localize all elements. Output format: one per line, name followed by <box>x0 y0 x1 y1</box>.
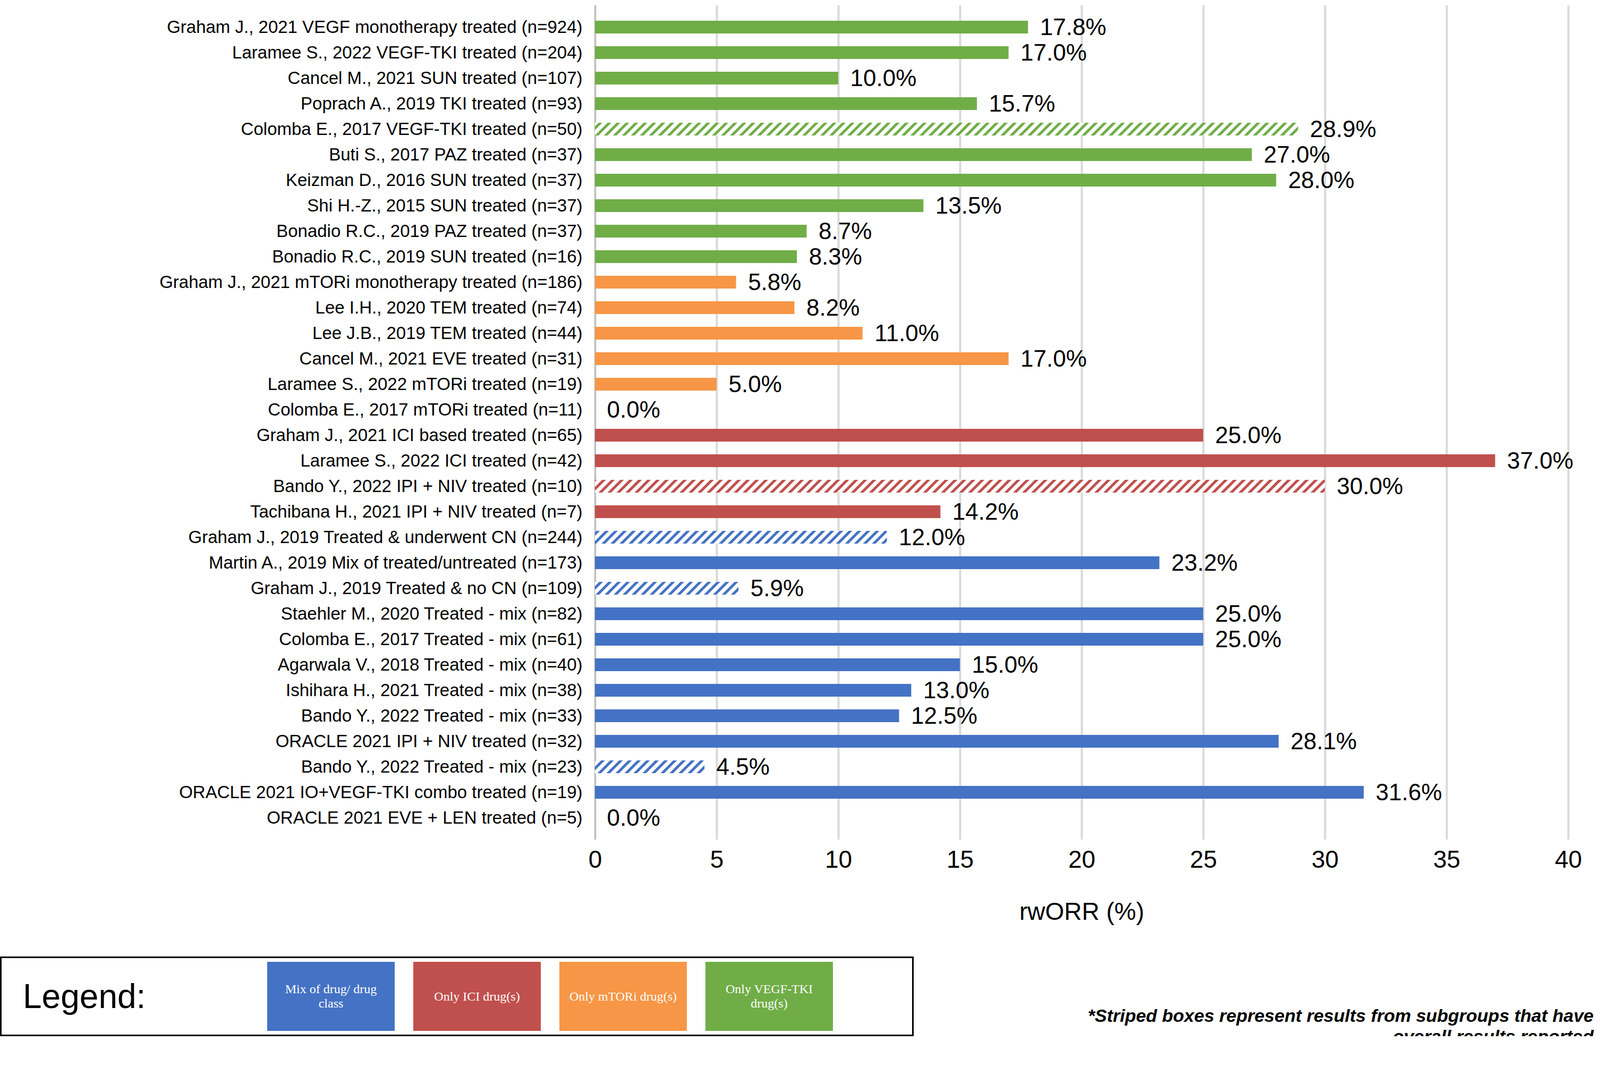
svg-text:4.5%: 4.5% <box>716 753 770 780</box>
svg-text:5.0%: 5.0% <box>728 370 782 397</box>
svg-text:rwORR (%): rwORR (%) <box>1019 897 1145 925</box>
svg-text:5: 5 <box>710 845 725 873</box>
svg-text:8.3%: 8.3% <box>809 243 863 270</box>
svg-text:23.2%: 23.2% <box>1171 549 1238 576</box>
svg-text:30.0%: 30.0% <box>1337 472 1404 499</box>
svg-text:Bonadio R.C., 2019 PAZ treated: Bonadio R.C., 2019 PAZ treated (n=37) <box>276 220 583 241</box>
svg-text:10.0%: 10.0% <box>850 64 917 91</box>
svg-text:10: 10 <box>824 845 853 873</box>
svg-text:Colomba E., 2017 Treated - mix: Colomba E., 2017 Treated - mix (n=61) <box>278 628 583 649</box>
svg-text:Colomba E., 2017 mTORi treated: Colomba E., 2017 mTORi treated (n=11) <box>267 399 583 420</box>
svg-text:0.0%: 0.0% <box>607 804 661 831</box>
svg-text:15.0%: 15.0% <box>972 651 1039 678</box>
svg-text:31.6%: 31.6% <box>1375 778 1443 805</box>
svg-text:0: 0 <box>588 845 603 873</box>
svg-text:28.9%: 28.9% <box>1309 115 1377 142</box>
svg-text:Graham J., 2021 ICI based trea: Graham J., 2021 ICI based treated (n=65) <box>256 424 583 445</box>
svg-text:Staehler M., 2020 Treated - mi: Staehler M., 2020 Treated - mix (n=82) <box>281 603 583 624</box>
svg-text:8.2%: 8.2% <box>806 294 860 321</box>
svg-text:Laramee S., 2022 ICI treated (: Laramee S., 2022 ICI treated (n=42) <box>300 450 583 471</box>
svg-text:Tachibana H., 2021 IPI + NIV t: Tachibana H., 2021 IPI + NIV treated (n=… <box>250 501 583 522</box>
html-text:Only mTORi drug(s): Only mTORi drug(s) <box>569 988 677 1003</box>
svg-text:14.2%: 14.2% <box>952 498 1019 525</box>
svg-text:Poprach A., 2019 TKI treated (: Poprach A., 2019 TKI treated (n=93) <box>300 93 583 114</box>
svg-text:Keizman D., 2016 SUN treated (: Keizman D., 2016 SUN treated (n=37) <box>285 169 583 190</box>
svg-text:Graham J., 2019 Treated & unde: Graham J., 2019 Treated & underwent CN (… <box>188 526 583 547</box>
svg-text:25.0%: 25.0% <box>1215 600 1282 627</box>
svg-text:Lee J.B., 2019 TEM treated (n=: Lee J.B., 2019 TEM treated (n=44) <box>312 322 583 343</box>
svg-text:28.0%: 28.0% <box>1288 166 1355 193</box>
svg-text:Graham J., 2021 VEGF monothera: Graham J., 2021 VEGF monotherapy treated… <box>166 16 583 37</box>
svg-text:13.0%: 13.0% <box>923 676 990 703</box>
svg-text:Martin A., 2019 Mix of treated: Martin A., 2019 Mix of treated/untreated… <box>208 552 583 573</box>
svg-text:13.5%: 13.5% <box>935 192 1002 219</box>
svg-text:17.0%: 17.0% <box>1020 39 1087 66</box>
svg-text:5.8%: 5.8% <box>747 268 802 295</box>
svg-text:Laramee S., 2022 VEGF-TKI trea: Laramee S., 2022 VEGF-TKI treated (n=204… <box>232 42 583 63</box>
html-text:*Striped boxes represent resul: *Striped boxes represent results from su… <box>1087 1005 1594 1046</box>
svg-text:Graham J., 2019 Treated & no C: Graham J., 2019 Treated & no CN (n=109) <box>250 577 583 598</box>
svg-text:Cancel M., 2021 SUN treated (n: Cancel M., 2021 SUN treated (n=107) <box>287 67 583 88</box>
svg-text:8.7%: 8.7% <box>818 217 872 244</box>
svg-text:Bando Y., 2022 Treated - mix (: Bando Y., 2022 Treated - mix (n=33) <box>301 705 583 726</box>
svg-text:Laramee S., 2022 mTORi treated: Laramee S., 2022 mTORi treated (n=19) <box>267 373 583 394</box>
svg-text:30: 30 <box>1311 845 1339 873</box>
svg-text:17.8%: 17.8% <box>1040 13 1107 40</box>
svg-text:Colomba E., 2017 VEGF-TKI trea: Colomba E., 2017 VEGF-TKI treated (n=50) <box>241 118 583 139</box>
svg-text:Cancel M., 2021 EVE treated (n: Cancel M., 2021 EVE treated (n=31) <box>299 348 583 369</box>
html-text:Mix of drug/ drug class: Mix of drug/ drug class <box>285 981 377 1010</box>
svg-text:Graham J., 2021 mTORi monother: Graham J., 2021 mTORi monotherapy treate… <box>159 271 583 292</box>
svg-text:25.0%: 25.0% <box>1215 625 1282 652</box>
svg-text:0.0%: 0.0% <box>607 396 661 423</box>
svg-text:28.1%: 28.1% <box>1290 727 1357 754</box>
svg-text:Bonadio R.C., 2019 SUN treated: Bonadio R.C., 2019 SUN treated (n=16) <box>271 246 583 267</box>
svg-text:Lee I.H., 2020 TEM treated (n=: Lee I.H., 2020 TEM treated (n=74) <box>315 297 583 318</box>
svg-text:27.0%: 27.0% <box>1263 141 1331 168</box>
svg-text:ORACLE 2021 IPI + NIV treated: ORACLE 2021 IPI + NIV treated (n=32) <box>275 730 583 751</box>
svg-text:12.0%: 12.0% <box>898 523 966 550</box>
svg-text:12.5%: 12.5% <box>911 702 978 729</box>
svg-text:Ishihara H., 2021 Treated - mi: Ishihara H., 2021 Treated - mix (n=38) <box>285 679 583 700</box>
svg-text:25.0%: 25.0% <box>1215 421 1282 448</box>
svg-text:25: 25 <box>1189 845 1217 873</box>
html-text:Only VEGF-TKI drug(s): Only VEGF-TKI drug(s) <box>725 981 813 1010</box>
svg-text:20: 20 <box>1068 845 1096 873</box>
svg-text:ORACLE 2021 EVE + LEN treated: ORACLE 2021 EVE + LEN treated (n=5) <box>266 807 583 828</box>
svg-text:Bando Y., 2022 Treated - mix (: Bando Y., 2022 Treated - mix (n=23) <box>301 756 583 777</box>
svg-text:15.7%: 15.7% <box>989 90 1056 117</box>
svg-text:17.0%: 17.0% <box>1020 345 1087 372</box>
html-text:Only ICI drug(s): Only ICI drug(s) <box>434 988 520 1003</box>
svg-text:11.0%: 11.0% <box>874 319 940 346</box>
html-text:Legend:: Legend: <box>22 976 146 1016</box>
svg-text:Agarwala V., 2018 Treated - mi: Agarwala V., 2018 Treated - mix (n=40) <box>277 654 583 675</box>
svg-text:35: 35 <box>1433 845 1461 873</box>
svg-text:15: 15 <box>946 845 974 873</box>
svg-text:5.9%: 5.9% <box>750 574 804 601</box>
svg-text:Buti S., 2017 PAZ treated (n=3: Buti S., 2017 PAZ treated (n=37) <box>328 144 583 165</box>
svg-text:40: 40 <box>1554 845 1582 873</box>
svg-text:37.0%: 37.0% <box>1507 447 1574 474</box>
svg-text:Shi H.-Z., 2015 SUN treated (n: Shi H.-Z., 2015 SUN treated (n=37) <box>307 195 583 216</box>
svg-text:Bando Y., 2022 IPI + NIV treat: Bando Y., 2022 IPI + NIV treated (n=10) <box>273 475 583 496</box>
svg-text:ORACLE 2021 IO+VEGF-TKI combo: ORACLE 2021 IO+VEGF-TKI combo treated (n… <box>179 781 583 802</box>
